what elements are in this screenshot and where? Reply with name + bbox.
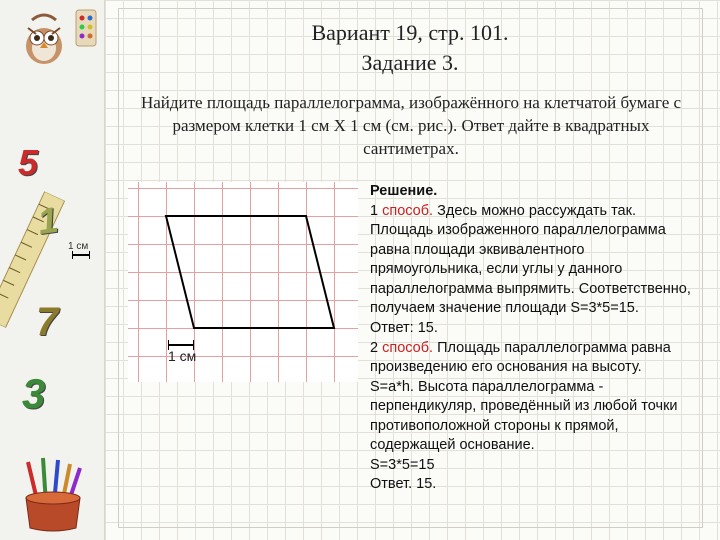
- parallelogram-figure: 1 см: [128, 182, 358, 382]
- owl-icon: [14, 8, 74, 68]
- answer2: Ответ. 15.: [370, 476, 436, 492]
- left-sidebar: 5 1 1 см 7 3: [0, 0, 105, 540]
- answer1: Ответ: 15.: [370, 320, 438, 336]
- method2-formula: S=3*5=15: [370, 457, 435, 473]
- method1-label-red: способ.: [382, 203, 433, 219]
- page-title: Вариант 19, стр. 101.: [130, 20, 690, 46]
- method2-line: 2 способ.: [370, 340, 433, 356]
- solution-block: Решение. 1 способ. Здесь можно рассуждат…: [370, 182, 698, 495]
- sidebar-scale-tick: [72, 254, 90, 256]
- method2-text-b: S=a*h. Высота параллелограмма - перпенди…: [370, 379, 678, 454]
- decorative-digit-5: 5: [18, 142, 38, 184]
- parallelogram-shape: [128, 182, 358, 382]
- page-subtitle: Задание 3.: [130, 50, 690, 76]
- pencil-cup-icon: [8, 454, 98, 534]
- palette-icon: [74, 8, 98, 48]
- task-text: Найдите площадь параллелограмма, изображ…: [130, 92, 692, 161]
- decorative-digit-7: 7: [36, 300, 58, 345]
- figure-scale-label: 1 см: [168, 348, 196, 364]
- figure-scale-tick: [168, 344, 194, 346]
- method1-text-b: равна площади эквивалентного прямоугольн…: [370, 242, 691, 317]
- method2-label-red: способ.: [382, 340, 433, 356]
- decorative-digit-3: 3: [22, 370, 45, 418]
- solution-heading: Решение.: [370, 183, 437, 199]
- method1-line: 1 способ.: [370, 203, 433, 219]
